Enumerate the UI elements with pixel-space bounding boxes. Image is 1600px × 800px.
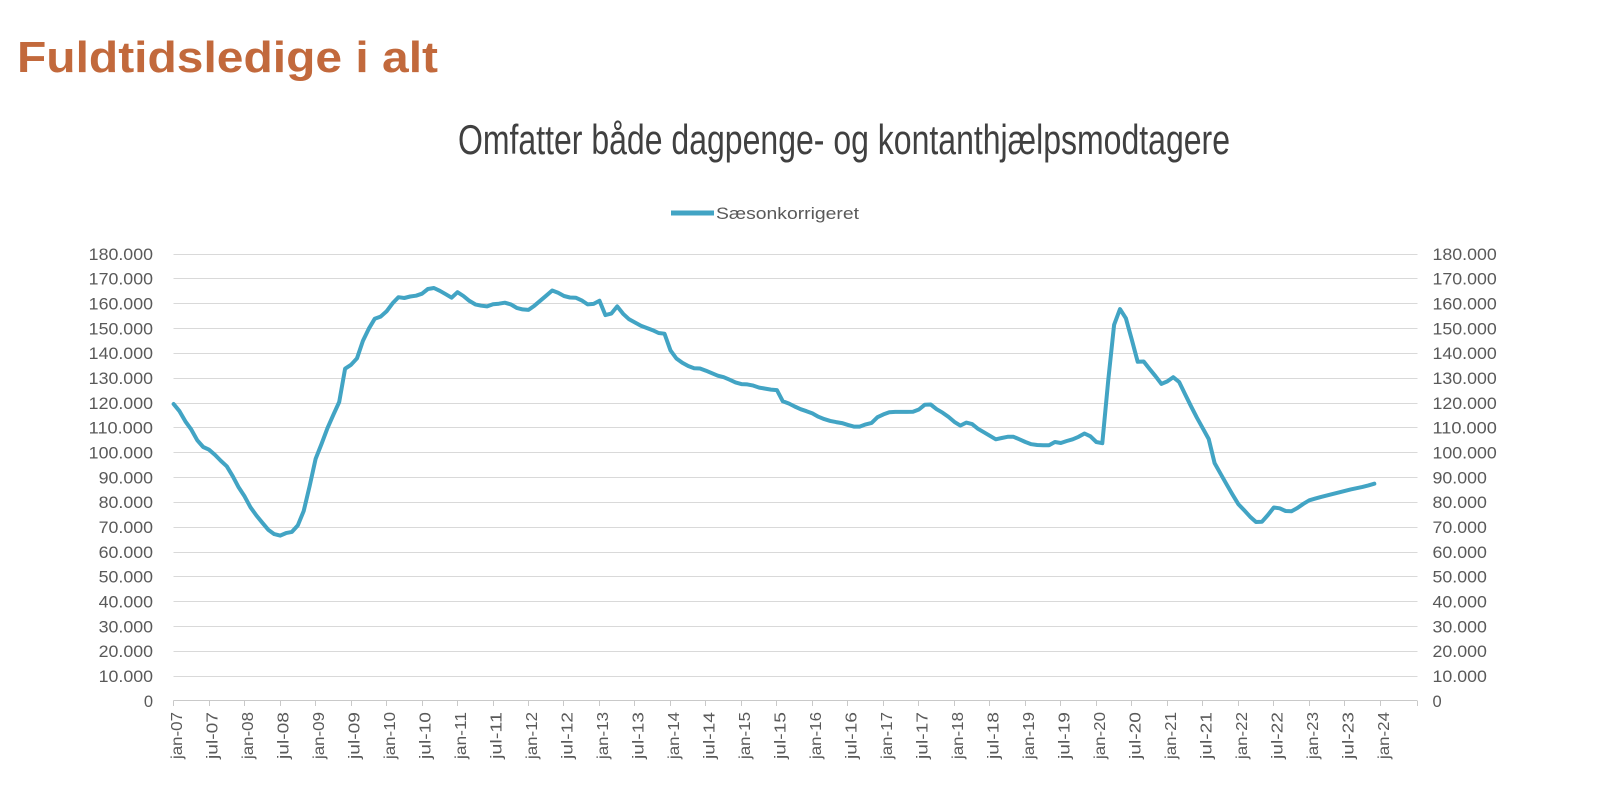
svg-text:120.000: 120.000 xyxy=(1433,395,1497,413)
svg-text:60.000: 60.000 xyxy=(99,544,153,562)
svg-text:jul-18: jul-18 xyxy=(985,712,1002,760)
svg-text:jan-14: jan-14 xyxy=(666,712,683,760)
svg-text:jan-18: jan-18 xyxy=(950,712,967,760)
svg-text:20.000: 20.000 xyxy=(99,643,153,661)
svg-text:jul-21: jul-21 xyxy=(1198,712,1215,760)
svg-text:180.000: 180.000 xyxy=(89,246,153,264)
svg-text:jul-12: jul-12 xyxy=(560,712,577,760)
svg-text:50.000: 50.000 xyxy=(99,569,153,587)
svg-text:100.000: 100.000 xyxy=(1433,445,1497,463)
svg-text:30.000: 30.000 xyxy=(1433,618,1487,636)
svg-text:jul-22: jul-22 xyxy=(1269,712,1286,760)
svg-text:60.000: 60.000 xyxy=(1433,544,1487,562)
svg-text:jan-20: jan-20 xyxy=(1092,712,1109,760)
svg-text:140.000: 140.000 xyxy=(89,345,153,363)
svg-text:120.000: 120.000 xyxy=(89,395,153,413)
svg-text:jul-14: jul-14 xyxy=(702,712,719,760)
svg-text:30.000: 30.000 xyxy=(99,618,153,636)
svg-text:0: 0 xyxy=(1433,693,1442,711)
svg-text:0: 0 xyxy=(144,693,153,711)
svg-text:jan-23: jan-23 xyxy=(1305,712,1322,760)
svg-text:jan-10: jan-10 xyxy=(382,712,399,760)
svg-text:20.000: 20.000 xyxy=(1433,643,1487,661)
svg-text:jul-09: jul-09 xyxy=(347,712,364,760)
svg-text:140.000: 140.000 xyxy=(1433,345,1497,363)
svg-text:130.000: 130.000 xyxy=(1433,370,1497,388)
svg-text:jan-21: jan-21 xyxy=(1163,712,1180,760)
svg-text:jul-08: jul-08 xyxy=(276,712,293,760)
svg-text:110.000: 110.000 xyxy=(89,420,153,438)
svg-text:40.000: 40.000 xyxy=(1433,594,1487,612)
svg-text:jan-22: jan-22 xyxy=(1234,712,1251,760)
svg-text:70.000: 70.000 xyxy=(99,519,153,537)
svg-text:jul-17: jul-17 xyxy=(914,712,931,760)
svg-text:jul-10: jul-10 xyxy=(418,712,435,760)
svg-text:jan-16: jan-16 xyxy=(808,712,825,760)
svg-text:170.000: 170.000 xyxy=(1433,271,1497,289)
svg-text:170.000: 170.000 xyxy=(89,271,153,289)
svg-text:jul-19: jul-19 xyxy=(1056,712,1073,760)
svg-text:Sæsonkorrigeret: Sæsonkorrigeret xyxy=(716,204,859,223)
svg-text:80.000: 80.000 xyxy=(99,494,153,512)
svg-text:jan-15: jan-15 xyxy=(737,712,754,760)
svg-text:Omfatter både dagpenge- og kon: Omfatter både dagpenge- og kontanthjælps… xyxy=(458,116,1230,163)
svg-text:70.000: 70.000 xyxy=(1433,519,1487,537)
svg-text:jan-24: jan-24 xyxy=(1376,712,1393,760)
svg-text:Fuldtidsledige i alt: Fuldtidsledige i alt xyxy=(17,33,438,82)
svg-text:40.000: 40.000 xyxy=(99,594,153,612)
svg-text:jul-15: jul-15 xyxy=(772,712,789,760)
svg-text:jul-20: jul-20 xyxy=(1127,712,1144,760)
svg-text:jul-16: jul-16 xyxy=(843,712,860,760)
svg-text:jan-08: jan-08 xyxy=(240,712,257,760)
svg-text:180.000: 180.000 xyxy=(1433,246,1497,264)
svg-text:jul-07: jul-07 xyxy=(205,712,222,760)
svg-text:160.000: 160.000 xyxy=(89,296,153,314)
svg-text:100.000: 100.000 xyxy=(89,445,153,463)
svg-text:130.000: 130.000 xyxy=(89,370,153,388)
svg-text:150.000: 150.000 xyxy=(1433,320,1497,338)
svg-text:jan-17: jan-17 xyxy=(879,712,896,760)
svg-text:jul-11: jul-11 xyxy=(489,712,506,760)
svg-text:jan-12: jan-12 xyxy=(524,712,541,760)
svg-text:jan-19: jan-19 xyxy=(1021,712,1038,760)
svg-text:50.000: 50.000 xyxy=(1433,569,1487,587)
svg-text:10.000: 10.000 xyxy=(99,668,153,686)
svg-text:150.000: 150.000 xyxy=(89,320,153,338)
svg-text:90.000: 90.000 xyxy=(1433,469,1487,487)
svg-text:jan-07: jan-07 xyxy=(169,712,186,760)
svg-text:10.000: 10.000 xyxy=(1433,668,1487,686)
svg-text:90.000: 90.000 xyxy=(99,469,153,487)
svg-text:jan-11: jan-11 xyxy=(453,712,470,760)
svg-text:jul-13: jul-13 xyxy=(631,712,648,760)
svg-text:110.000: 110.000 xyxy=(1433,420,1497,438)
svg-text:jan-09: jan-09 xyxy=(311,712,328,760)
svg-text:jan-13: jan-13 xyxy=(595,712,612,760)
svg-text:80.000: 80.000 xyxy=(1433,494,1487,512)
svg-text:jul-23: jul-23 xyxy=(1340,712,1357,760)
svg-text:160.000: 160.000 xyxy=(1433,296,1497,314)
